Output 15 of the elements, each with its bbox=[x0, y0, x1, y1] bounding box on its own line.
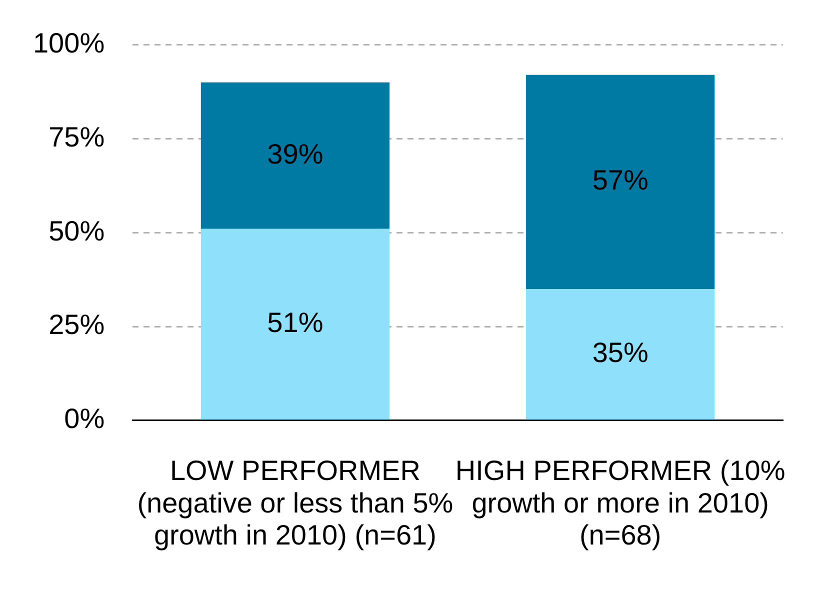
data-label: 57% bbox=[592, 164, 648, 196]
x-tick-label: LOW PERFORMER (negative or less than 5% growth in 2010) (n=61) bbox=[137, 455, 454, 551]
data-label: 39% bbox=[267, 138, 324, 170]
y-tick-label: 100% bbox=[32, 28, 105, 59]
bar bbox=[526, 74, 715, 289]
y-tick-label: 50% bbox=[48, 215, 105, 246]
x-tick-label: HIGH PERFORMER (10% growth or more in 2010) (n=68) bbox=[455, 455, 786, 551]
bar bbox=[200, 228, 390, 420]
bar bbox=[526, 288, 715, 420]
y-tick-label: 75% bbox=[48, 121, 105, 152]
bar bbox=[200, 82, 390, 229]
data-label: 51% bbox=[267, 306, 324, 338]
y-tick-label: 0% bbox=[64, 403, 105, 434]
data-label: 35% bbox=[592, 337, 648, 368]
y-tick-label: 25% bbox=[48, 309, 105, 340]
